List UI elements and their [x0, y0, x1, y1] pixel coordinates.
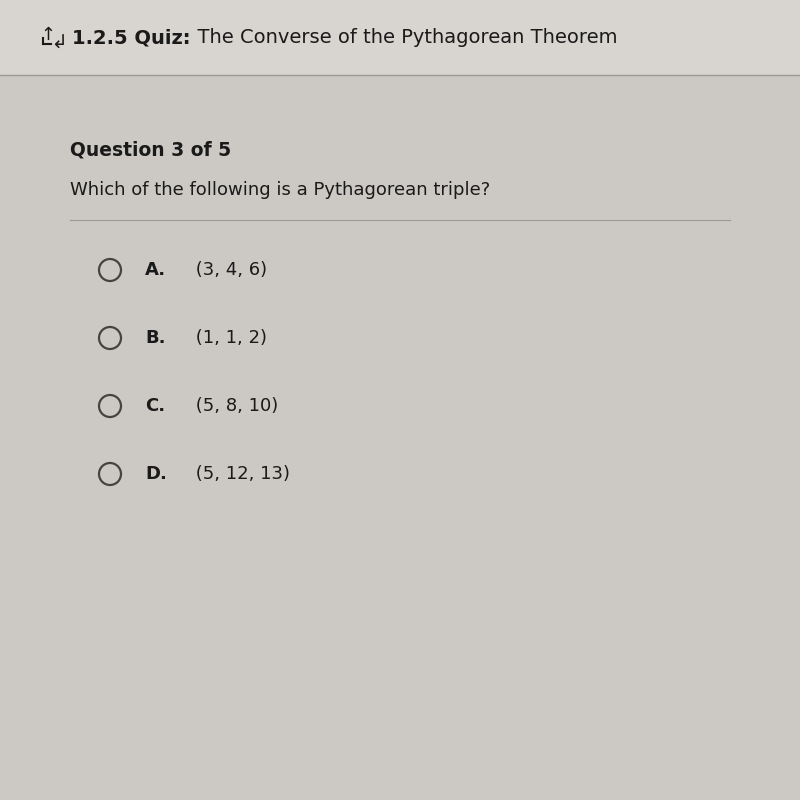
- Text: B.: B.: [145, 329, 166, 347]
- Text: ↑: ↑: [41, 26, 55, 45]
- Bar: [0, 0, 800, 75]
- Text: A.: A.: [145, 261, 166, 279]
- Text: Which of the following is a Pythagorean triple?: Which of the following is a Pythagorean …: [70, 181, 490, 199]
- Text: (1, 1, 2): (1, 1, 2): [190, 329, 267, 347]
- Text: The Converse of the Pythagorean Theorem: The Converse of the Pythagorean Theorem: [185, 28, 618, 47]
- Text: 1.2.5 Quiz:: 1.2.5 Quiz:: [72, 28, 190, 47]
- Text: Question 3 of 5: Question 3 of 5: [70, 141, 231, 159]
- Text: D.: D.: [145, 465, 167, 483]
- Text: (5, 8, 10): (5, 8, 10): [190, 397, 278, 415]
- Text: ↱: ↱: [44, 28, 60, 47]
- Text: (3, 4, 6): (3, 4, 6): [190, 261, 267, 279]
- Text: (5, 12, 13): (5, 12, 13): [190, 465, 290, 483]
- Text: C.: C.: [145, 397, 165, 415]
